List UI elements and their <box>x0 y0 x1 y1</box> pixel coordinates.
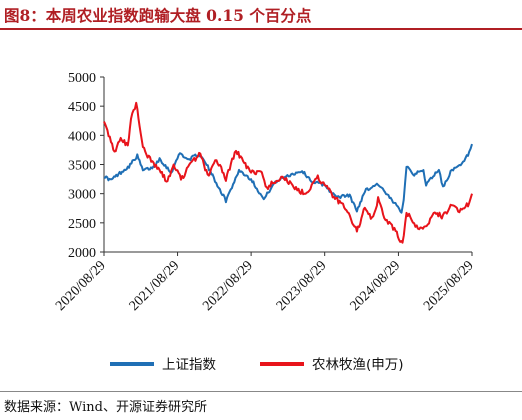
x-tick-label: 2023/08/29 <box>274 258 330 314</box>
y-tick-label: 4000 <box>68 129 96 144</box>
series-line-shanghai-index <box>103 143 473 214</box>
y-tick-label: 4500 <box>68 100 96 115</box>
series-line-agriculture-index <box>103 101 473 244</box>
x-tick-label: 2025/08/29 <box>421 258 477 314</box>
x-axis: 2020/08/29 2021/08/29 2022/08/29 2023/08/29… <box>53 251 477 314</box>
x-tick-label: 2022/08/29 <box>200 258 256 314</box>
title-underline <box>0 28 522 30</box>
legend: 上证指数 农林牧渔(申万) <box>110 357 404 373</box>
chart-title: 图8：本周农业指数跑输大盘 0.15 个百分点 <box>4 6 312 25</box>
y-tick-label: 2500 <box>68 217 96 232</box>
source-divider <box>0 391 522 392</box>
y-tick-label: 5000 <box>68 71 96 86</box>
legend-label-shanghai-index: 上证指数 <box>162 357 216 373</box>
x-tick-label: 2024/08/29 <box>348 258 404 314</box>
x-tick-label: 2021/08/29 <box>127 258 183 314</box>
source-note: 数据来源：Wind、开源证券研究所 <box>4 400 207 415</box>
y-tick-label: 2000 <box>68 246 96 261</box>
x-tick-label: 2020/08/29 <box>53 258 109 314</box>
y-axis: 5000 4500 4000 3500 3000 2500 2000 <box>68 71 105 261</box>
y-tick-label: 3000 <box>68 188 96 203</box>
y-tick-label: 3500 <box>68 159 96 174</box>
series-layer <box>103 101 473 244</box>
legend-label-agriculture-index: 农林牧渔(申万) <box>312 357 404 373</box>
